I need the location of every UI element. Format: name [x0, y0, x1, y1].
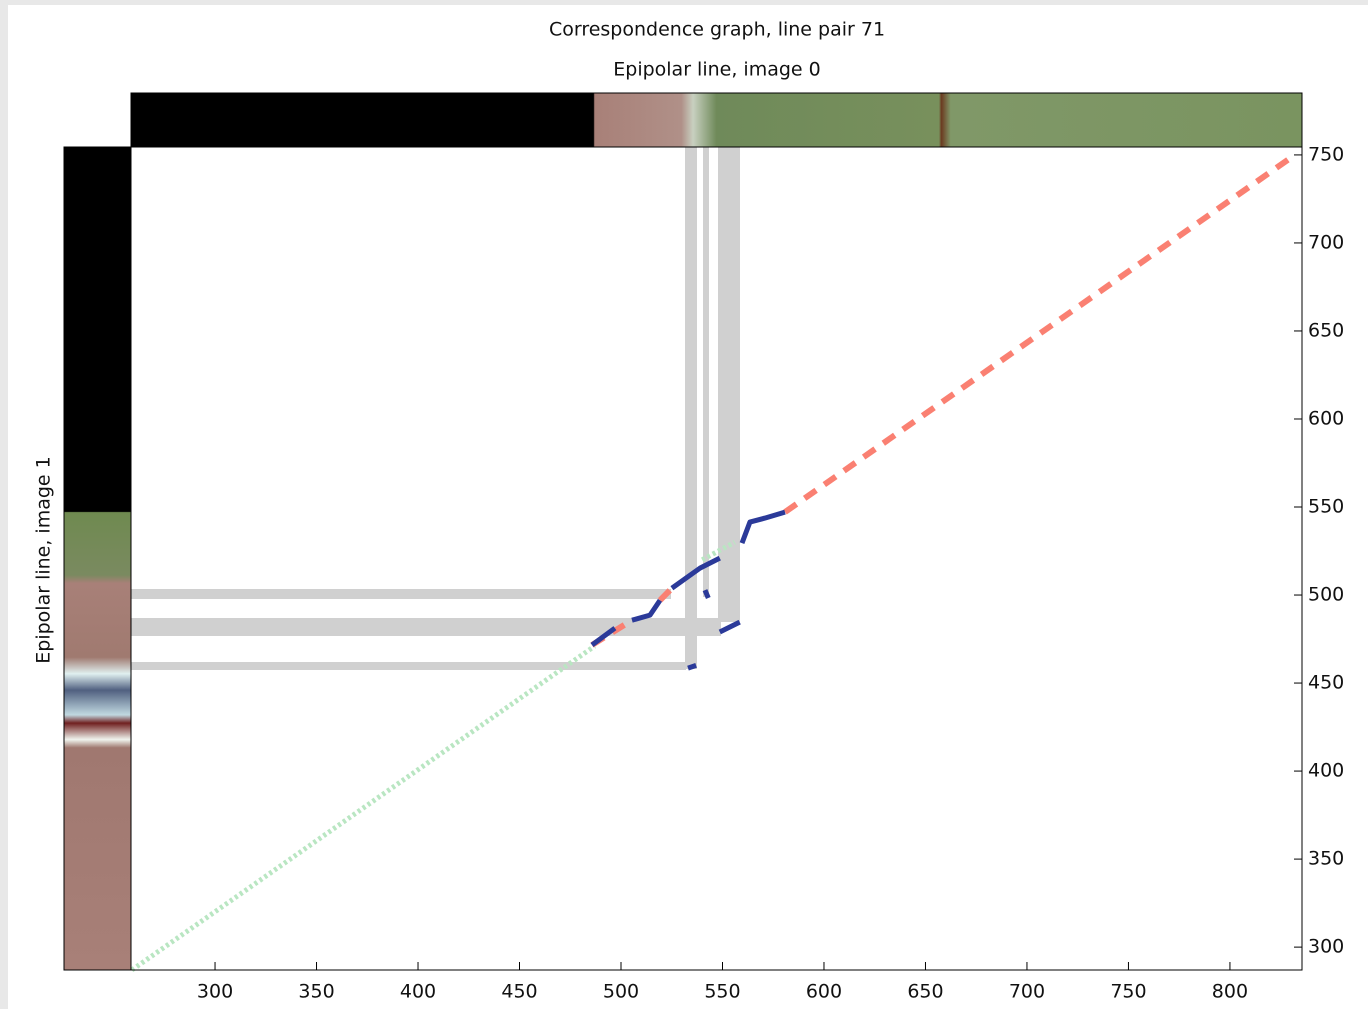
- x-tick-label: 350: [298, 981, 334, 1003]
- image-strip-top: [131, 93, 1302, 147]
- match-bar: [718, 147, 740, 622]
- x-tick-label: 450: [501, 981, 537, 1003]
- y-axis-label: Epipolar line, image 1: [33, 456, 55, 663]
- x-tick-label: 400: [400, 981, 436, 1003]
- x-tick-label: 500: [603, 981, 639, 1003]
- y-tick-label: 600: [1308, 407, 1344, 429]
- y-tick-label: 700: [1308, 231, 1344, 253]
- match-bar: [131, 589, 671, 599]
- y-tick-label: 750: [1308, 143, 1344, 165]
- x-tick-label: 300: [197, 981, 233, 1003]
- x-tick-label: 550: [704, 981, 740, 1003]
- x-tick-label: 700: [1009, 981, 1045, 1003]
- x-tick-label: 600: [806, 981, 842, 1003]
- x-axis-label: Epipolar line, image 0: [613, 59, 820, 81]
- y-tick-label: 550: [1308, 496, 1344, 518]
- match-bar: [703, 147, 709, 597]
- y-tick-label: 650: [1308, 319, 1344, 341]
- match-bar: [685, 147, 697, 669]
- image-strip-left: [64, 147, 131, 970]
- y-tick-label: 400: [1308, 760, 1344, 782]
- chart-title: Correspondence graph, line pair 71: [549, 19, 885, 41]
- y-tick-label: 450: [1308, 672, 1344, 694]
- x-tick-label: 800: [1212, 981, 1248, 1003]
- x-tick-label: 650: [907, 981, 943, 1003]
- chart: Correspondence graph, line pair 71 Epipo…: [0, 0, 1368, 1009]
- y-tick-label: 350: [1308, 848, 1344, 870]
- x-tick-label: 750: [1110, 981, 1146, 1003]
- y-tick-label: 300: [1308, 936, 1344, 958]
- y-tick-label: 500: [1308, 584, 1344, 606]
- match-bar: [131, 662, 686, 670]
